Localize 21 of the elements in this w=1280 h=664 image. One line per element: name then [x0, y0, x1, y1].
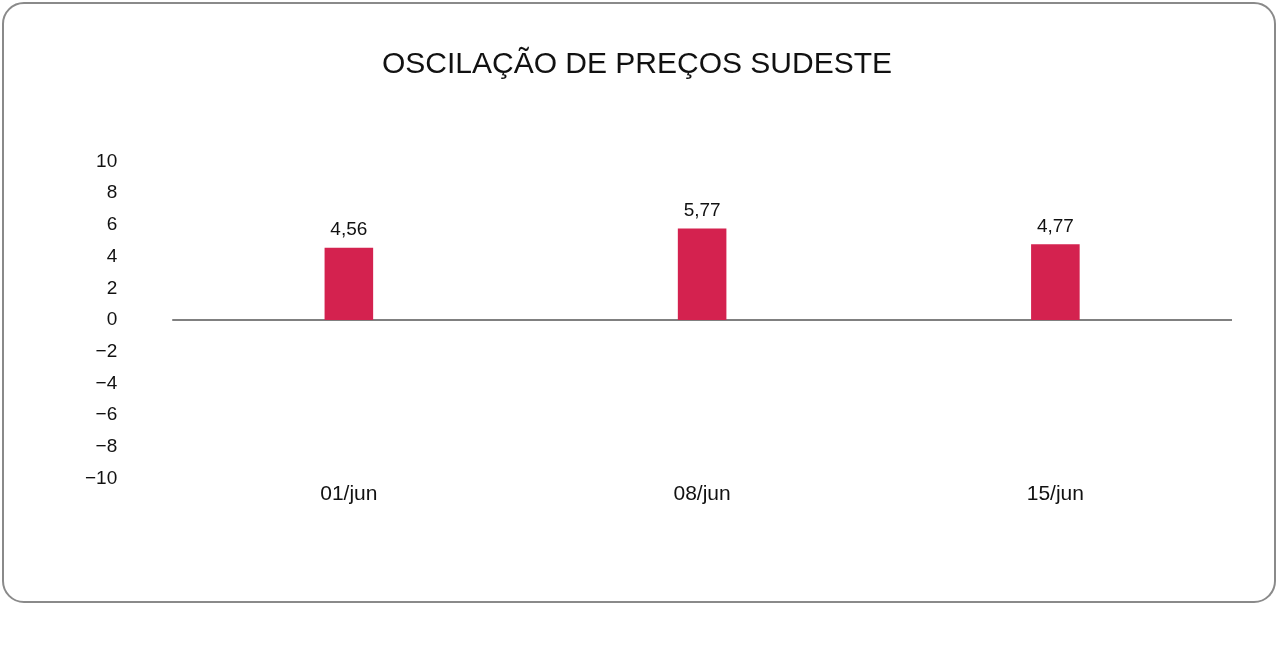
- y-tick-label: −6: [95, 403, 118, 425]
- y-tick-label: 4: [106, 244, 118, 266]
- data-label: 4,77: [1036, 215, 1074, 237]
- y-tick-label: −4: [95, 371, 118, 393]
- x-tick-label: 01/jun: [320, 481, 378, 504]
- y-tick-label: −2: [95, 339, 118, 361]
- data-label: 5,77: [683, 199, 721, 221]
- bar: [324, 247, 374, 320]
- y-tick-label: −10: [85, 466, 118, 488]
- bar: [677, 228, 727, 320]
- x-tick-label: 08/jun: [673, 481, 731, 504]
- y-tick-label: 8: [106, 181, 118, 203]
- y-tick-label: 2: [106, 276, 118, 298]
- y-tick-label: 0: [106, 308, 118, 330]
- y-tick-label: 6: [106, 213, 118, 235]
- data-label: 4,56: [330, 218, 368, 240]
- x-tick-label: 15/jun: [1026, 481, 1084, 504]
- y-tick-label: −8: [95, 435, 118, 457]
- chart-title: OSCILAÇÃO DE PREÇOS SUDESTE: [380, 46, 894, 80]
- y-tick-label: 10: [96, 149, 118, 171]
- bar: [1031, 244, 1080, 320]
